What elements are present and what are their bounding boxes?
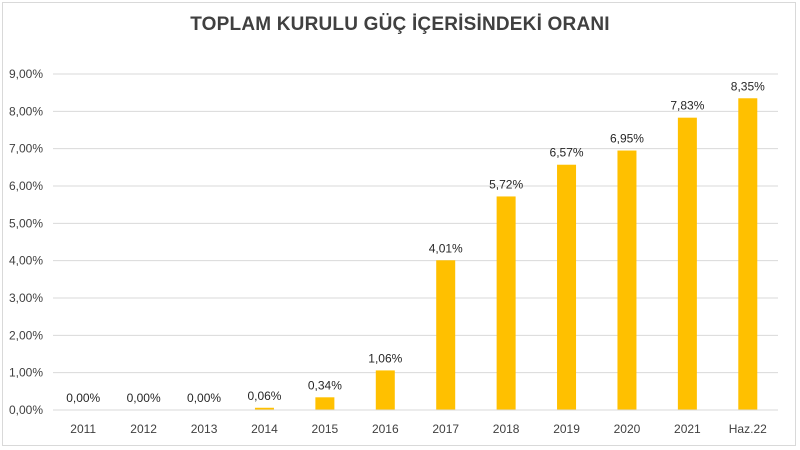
data-labels: 0,00% 0,00% 0,00% 0,06% 0,34% 1,06% 4,01% 5,72%… bbox=[66, 79, 765, 405]
chart-title: TOPLAM KURULU GÜÇ İÇERİSİNDEKİ ORANI bbox=[190, 14, 610, 35]
x-tick-label: Haz.22 bbox=[729, 422, 767, 436]
bar bbox=[677, 117, 697, 411]
x-tick-label: 2019 bbox=[553, 422, 580, 436]
bar bbox=[738, 98, 758, 411]
y-tick-label: 9,00% bbox=[9, 67, 43, 81]
x-tick-label: 2016 bbox=[372, 422, 399, 436]
chart-frame bbox=[2, 2, 796, 446]
y-tick-label: 1,00% bbox=[9, 366, 43, 380]
data-label: 0,34% bbox=[308, 378, 342, 392]
data-label: 6,57% bbox=[550, 146, 584, 160]
bar bbox=[315, 397, 335, 410]
bar bbox=[617, 150, 637, 411]
y-tick-label: 8,00% bbox=[9, 104, 43, 118]
y-tick-label: 0,00% bbox=[9, 403, 43, 417]
data-label: 0,00% bbox=[187, 391, 221, 405]
x-tick-label: 2013 bbox=[191, 422, 218, 436]
data-label: 0,00% bbox=[66, 391, 100, 405]
gridlines bbox=[53, 73, 778, 374]
y-tick-label: 3,00% bbox=[9, 291, 43, 305]
x-axis-ticks: 2011 2012 2013 2014 2015 2016 2017 2018 2019 2020… bbox=[70, 422, 767, 436]
x-tick-label: 2012 bbox=[130, 422, 157, 436]
x-tick-label: 2017 bbox=[432, 422, 459, 436]
y-tick-label: 5,00% bbox=[9, 216, 43, 230]
bar bbox=[375, 370, 395, 410]
x-tick-label: 2020 bbox=[614, 422, 641, 436]
y-tick-label: 6,00% bbox=[9, 179, 43, 193]
x-tick-label: 2021 bbox=[674, 422, 701, 436]
bar bbox=[254, 407, 274, 410]
data-label: 8,35% bbox=[731, 79, 765, 93]
y-tick-label: 2,00% bbox=[9, 328, 43, 342]
bar bbox=[557, 164, 577, 410]
data-label: 0,00% bbox=[127, 391, 161, 405]
data-label: 7,83% bbox=[670, 99, 704, 113]
y-tick-label: 4,00% bbox=[9, 254, 43, 268]
data-label: 4,01% bbox=[429, 241, 463, 255]
x-tick-label: 2015 bbox=[312, 422, 339, 436]
data-label: 1,06% bbox=[368, 351, 402, 365]
x-tick-label: 2011 bbox=[70, 422, 96, 436]
bar bbox=[436, 260, 456, 410]
x-tick-label: 2014 bbox=[251, 422, 278, 436]
x-tick-label: 2018 bbox=[493, 422, 520, 436]
data-label: 5,72% bbox=[489, 177, 523, 191]
data-label: 6,95% bbox=[610, 132, 644, 146]
bar bbox=[496, 196, 516, 410]
y-tick-label: 7,00% bbox=[9, 142, 43, 156]
y-axis-ticks: 0,00% 1,00% 2,00% 3,00% 4,00% 5,00% 6,00% 7,00%… bbox=[9, 67, 43, 417]
bars bbox=[254, 98, 758, 411]
data-label: 0,06% bbox=[247, 389, 281, 403]
